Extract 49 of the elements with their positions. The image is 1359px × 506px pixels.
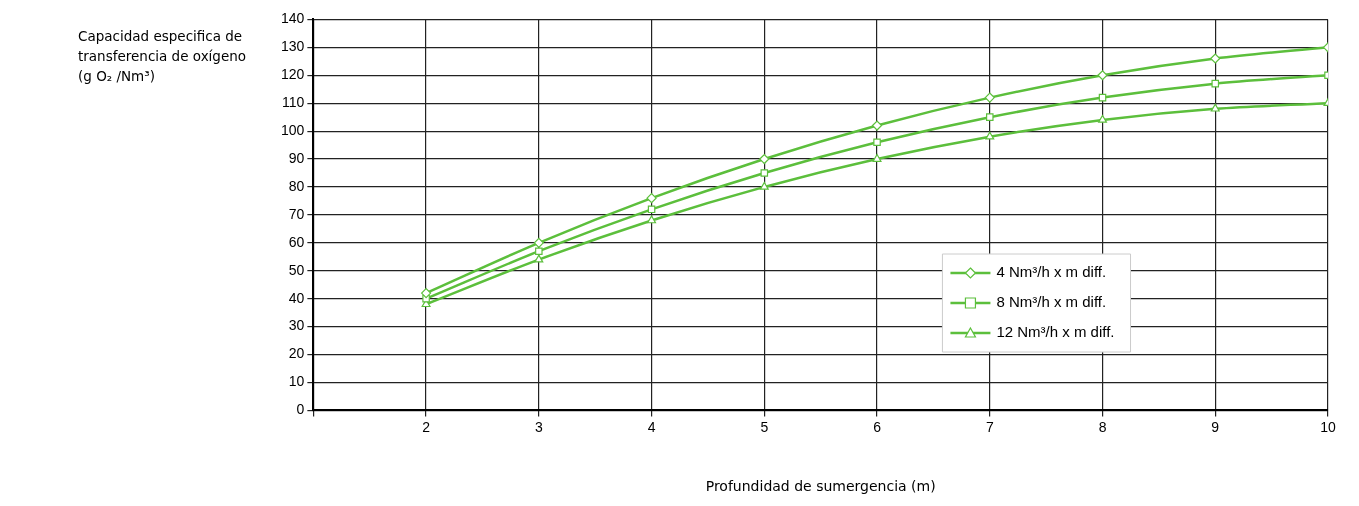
y-tick-label: 40 bbox=[288, 289, 305, 306]
point bbox=[534, 254, 544, 263]
x-tick-label: 10 bbox=[1320, 418, 1336, 435]
point bbox=[1210, 103, 1220, 112]
point bbox=[872, 153, 882, 162]
x-tick-label: 7 bbox=[985, 418, 994, 435]
point bbox=[535, 247, 543, 255]
point bbox=[1097, 70, 1108, 81]
x-tick-label: 3 bbox=[534, 418, 543, 435]
x-axis-title: Profundidad de sumergencia (m) bbox=[705, 478, 936, 495]
y-tick-label: 80 bbox=[288, 177, 305, 194]
y-tick-label: 60 bbox=[288, 233, 305, 250]
y-tick-label: 0 bbox=[296, 401, 305, 418]
point bbox=[1211, 79, 1220, 88]
point bbox=[1098, 114, 1108, 123]
point bbox=[646, 193, 657, 204]
point bbox=[986, 113, 994, 121]
y-tick-label: 140 bbox=[281, 10, 305, 27]
y-tick-label: 20 bbox=[288, 345, 305, 362]
y-tick-label: 120 bbox=[281, 66, 305, 83]
y-tick-label: 130 bbox=[281, 38, 305, 55]
y-axis-title: Capacidad especifica de transferencia de oxígeno (g O₂ /Nm³) bbox=[78, 27, 248, 86]
point bbox=[873, 138, 881, 147]
y-tick-label: 10 bbox=[288, 373, 305, 390]
point bbox=[759, 181, 769, 190]
x-tick-label: 4 bbox=[647, 418, 656, 435]
legend-label: 4 Nm³/h x m diff. bbox=[996, 263, 1107, 281]
point bbox=[985, 131, 995, 140]
point bbox=[647, 215, 657, 224]
y-tick-label: 100 bbox=[281, 121, 305, 138]
x-tick-label: 9 bbox=[1211, 418, 1220, 435]
point bbox=[984, 92, 995, 103]
x-tick-label: 6 bbox=[873, 418, 882, 435]
y-tick-label: 50 bbox=[288, 261, 305, 278]
legend-label: 8 Nm³/h x m diff. bbox=[996, 293, 1107, 311]
point bbox=[533, 237, 544, 248]
point bbox=[1210, 53, 1221, 64]
x-tick-label: 5 bbox=[760, 418, 769, 435]
y-tick-label: 30 bbox=[288, 317, 305, 334]
point bbox=[760, 169, 769, 177]
x-tick-label: 8 bbox=[1098, 418, 1107, 435]
point bbox=[421, 288, 432, 299]
legend-label: 12 Nm³/h x m diff. bbox=[996, 323, 1115, 341]
x-tick-label: 2 bbox=[422, 418, 431, 435]
point bbox=[759, 153, 770, 165]
y-tick-label: 90 bbox=[288, 149, 305, 166]
y-tick-label: 110 bbox=[282, 94, 305, 111]
y-tick-label: 70 bbox=[288, 205, 305, 222]
point bbox=[647, 205, 656, 214]
